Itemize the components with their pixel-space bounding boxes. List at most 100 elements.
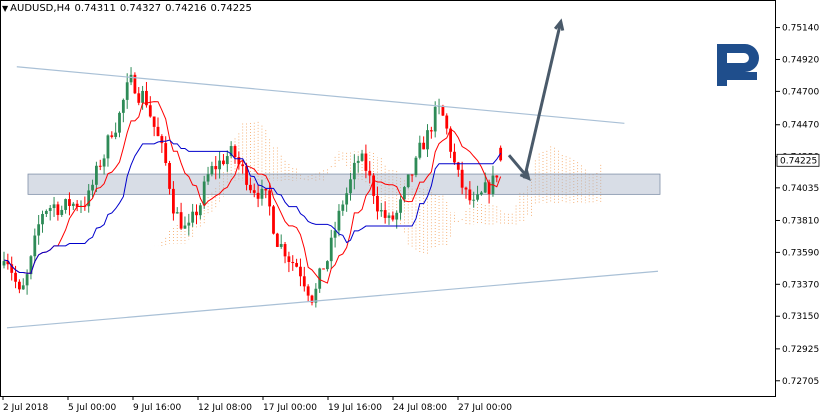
candle-body — [48, 208, 52, 211]
candle-body — [14, 272, 17, 282]
candle-body — [318, 268, 322, 289]
candle-body — [195, 211, 198, 216]
candle-body — [41, 213, 44, 225]
candle-body — [356, 160, 360, 163]
support-zone — [27, 173, 661, 195]
candle-body — [56, 204, 60, 215]
candle-body — [268, 190, 272, 207]
plot-area — [2, 18, 661, 329]
candle-body — [399, 199, 402, 213]
candle-body — [495, 175, 499, 178]
candle-body — [418, 142, 422, 158]
candle-body — [476, 194, 479, 200]
collapse-triangle-icon[interactable]: ▼ — [2, 4, 9, 13]
candle-body — [333, 230, 337, 238]
y-tick-label: 0.74035 — [782, 184, 819, 194]
x-tick-label: 27 Jul 00:00 — [458, 403, 512, 413]
candle-body — [25, 274, 29, 286]
candle-body — [137, 93, 141, 103]
candle-body — [433, 106, 437, 132]
candle-body — [206, 174, 210, 182]
plot-frame — [0, 0, 776, 397]
kijun-sen-line — [3, 139, 502, 274]
x-tick-label: 19 Jul 16:00 — [328, 403, 382, 413]
x-tick-label: 17 Jul 00:00 — [263, 403, 317, 413]
candle-body — [345, 193, 349, 205]
candle-body — [460, 169, 464, 188]
candle-body — [2, 261, 6, 266]
candle-body — [33, 235, 37, 257]
candle-body — [129, 74, 133, 83]
candle-body — [291, 261, 295, 264]
y-tick-label: 0.74700 — [782, 87, 819, 97]
ohlc-high: 0.74327 — [119, 3, 162, 14]
ohlc-close: 0.74225 — [210, 3, 252, 14]
chart-title-bar: ▼ AUDUSD,H4 0.74311 0.74327 0.74216 0.74225 — [2, 3, 256, 14]
candle-body — [233, 146, 237, 158]
candle-body — [202, 181, 206, 206]
candle-body — [87, 190, 91, 207]
candle-body — [429, 130, 433, 132]
candle-body — [364, 153, 368, 171]
candle-body — [422, 142, 426, 150]
candle-body — [52, 204, 56, 209]
candle-body — [125, 82, 129, 100]
candle-body — [179, 212, 183, 229]
current-price-label: 0.74225 — [780, 156, 817, 166]
candle-body — [349, 179, 352, 194]
candle-body — [37, 224, 41, 236]
x-tick-label: 12 Jul 08:00 — [198, 403, 252, 413]
candle-body — [379, 210, 383, 212]
candle-body — [133, 74, 137, 94]
candle-body — [306, 286, 310, 296]
candle-body — [241, 164, 245, 167]
candle-body — [141, 90, 144, 103]
ohlc-open: 0.74311 — [74, 3, 116, 14]
candle-body — [18, 281, 21, 290]
candle-body — [468, 189, 472, 201]
candle-body — [71, 203, 75, 206]
candle-body — [245, 166, 248, 185]
candle-body — [68, 199, 71, 206]
candle-body — [75, 203, 79, 207]
candle-body — [229, 146, 233, 157]
y-tick-label: 0.73370 — [782, 280, 819, 290]
candle-body — [252, 190, 256, 193]
candle-body — [191, 211, 195, 223]
candle-body — [426, 130, 429, 150]
candle-body — [121, 99, 125, 113]
candle-body — [168, 163, 171, 189]
candle-body — [341, 204, 345, 211]
candle-body — [264, 188, 268, 191]
candle-body — [29, 256, 33, 275]
candle-body — [164, 143, 168, 164]
candle-body — [406, 174, 410, 188]
candle-body — [283, 244, 287, 257]
candle-body — [152, 116, 156, 127]
candle-body — [326, 261, 329, 270]
candle-body — [352, 162, 356, 180]
ohlc-low: 0.74216 — [165, 3, 207, 14]
candle-body — [337, 210, 341, 231]
candle-body — [218, 160, 221, 170]
candle-body — [172, 188, 175, 214]
candle-body — [160, 136, 164, 144]
roboforex-logo-icon — [717, 44, 759, 86]
candle-body — [387, 215, 391, 218]
candle-body — [156, 126, 160, 137]
x-tick-label: 9 Jul 16:00 — [133, 403, 182, 413]
candle-body — [310, 295, 314, 303]
candle-body — [44, 210, 48, 214]
candle-body — [449, 128, 452, 152]
candle-body — [279, 244, 283, 247]
candle-body — [329, 237, 333, 262]
candle-body — [187, 222, 191, 226]
candle-body — [175, 212, 179, 214]
y-tick-label: 0.73810 — [782, 216, 819, 226]
candle-body — [222, 160, 225, 165]
candle-body — [6, 261, 10, 265]
candle-body — [299, 266, 302, 277]
candle-body — [360, 153, 364, 161]
candle-body — [487, 182, 491, 194]
